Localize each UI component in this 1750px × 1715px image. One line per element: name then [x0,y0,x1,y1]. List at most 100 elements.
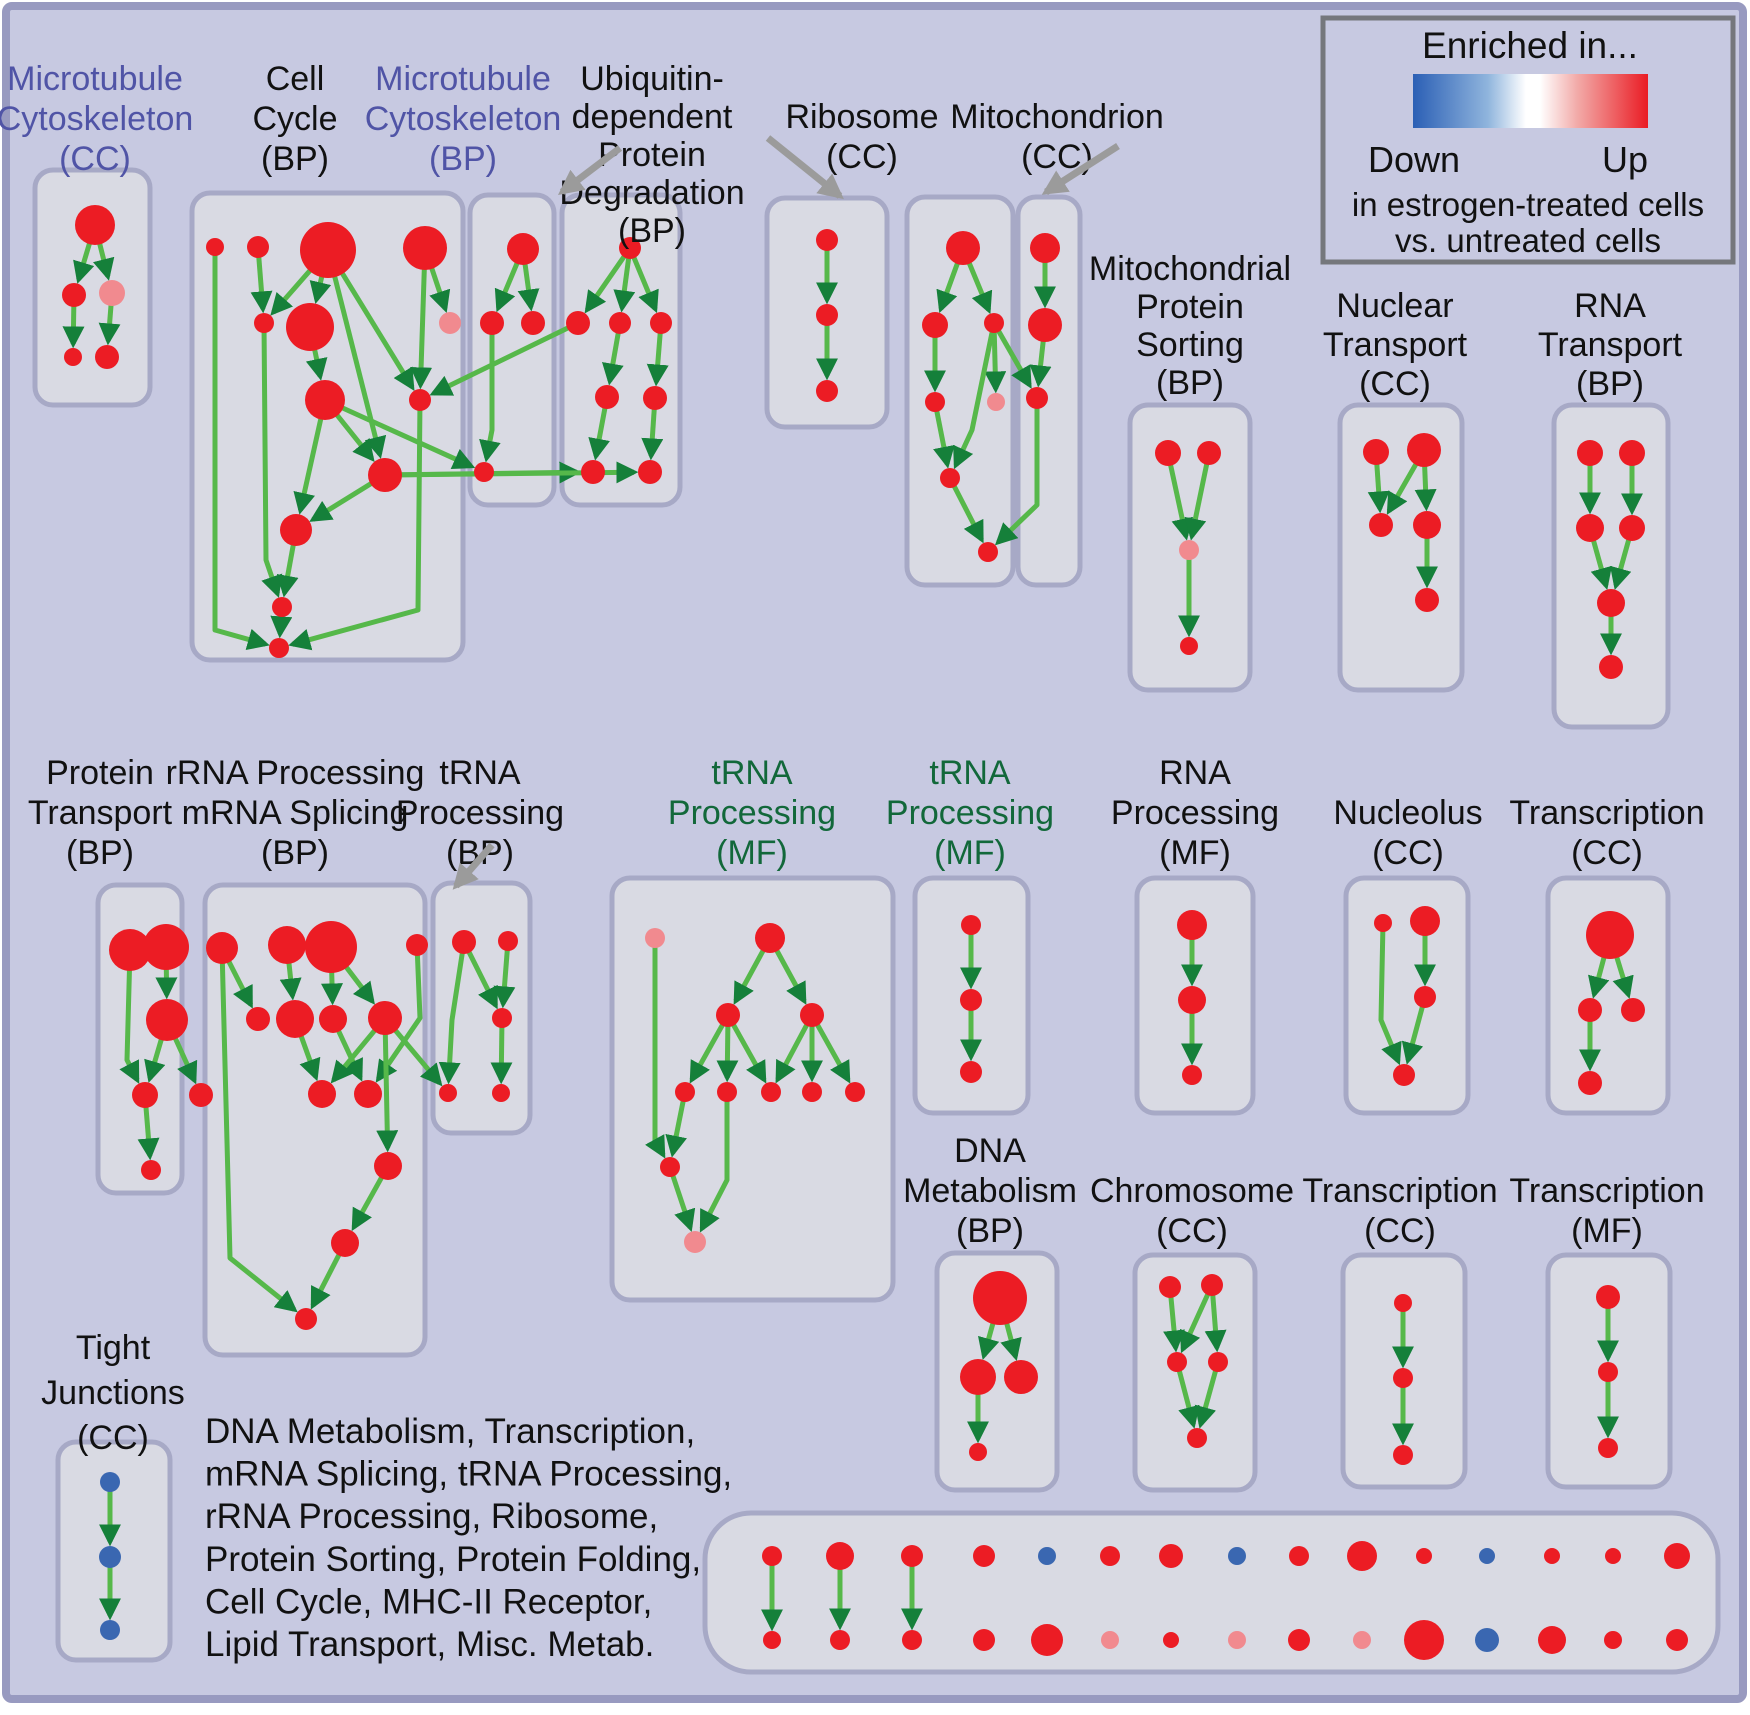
node-matrix-col15-bottom [1666,1629,1688,1651]
group-label-ubiquitin-line1: Ubiquitin- [580,60,724,98]
node-rrna-j12 [331,1229,359,1257]
node-prot_trans-i0 [109,929,151,971]
edge-trna_bp-k2-k4 [490,1017,513,1085]
node-ribosome-r5 [940,468,960,488]
shared-terms-text-line2: mRNA Splicing, tRNA Processing, [205,1455,732,1494]
pointer-arrow-trna-bp-to-box [452,842,495,890]
node-trna_bp-k0 [452,930,476,954]
node-ribosome-r6 [978,542,998,562]
node-ubiq1-d6 [581,460,605,484]
edge-cell_cycle-b3-b8 [410,247,433,390]
node-ubiq1-d0 [619,237,641,259]
group-label-protein-transport-line3: (BP) [66,834,134,872]
node-matrix-col4-bottom [973,1629,995,1651]
group-label-mito-sorting-line3: Sorting [1136,326,1244,364]
node-chromosome-ch3 [1208,1352,1228,1372]
group-label-mito-sorting-line2: Protein [1136,288,1244,326]
cross-edge-ubiq1.d1-cell_cycle.b8 [429,320,580,396]
cross-edge-cell_cycle.b7-mt_bp.c3 [323,397,476,469]
node-cell_cycle-b4 [254,313,274,333]
node-rna_proc-n0 [1177,910,1207,940]
node-trna_mf2-ma [961,915,981,935]
group-box-nucleolus [1343,875,1471,1116]
node-trans_cc_bot-s0 [1394,1294,1412,1312]
group-label-mt-bp-line1: Microtubule [375,60,551,98]
node-matrix-col10-bottom [1353,1631,1371,1649]
edge-trna_mf1-l2-l6 [725,1013,767,1084]
node-mito-m2 [1026,387,1048,409]
group-label-nuclear-transport-line3: (CC) [1359,365,1431,403]
node-rrna-j5 [276,1000,314,1038]
node-ubiq1-d4 [595,385,619,409]
node-matrix-col10-top [1347,1541,1377,1571]
node-tight_junc-u2 [100,1620,120,1640]
node-matrix-col8-bottom [1228,1631,1246,1649]
group-label-tight-junctions-line3: (CC) [77,1419,149,1457]
node-nucleolus-o3 [1393,1064,1415,1086]
node-mito-m1 [1028,308,1062,342]
legend: Enriched in... Down Up in estrogen-treat… [1320,15,1736,265]
node-matrix-col9-bottom [1288,1629,1310,1651]
node-trans_cc_mid-p0 [1586,911,1634,959]
node-cell_cycle-b6 [439,312,461,334]
edge-trna_mf1-l0-l9 [645,938,666,1159]
group-box-ubiq1 [559,192,683,508]
legend-subtitle-1: in estrogen-treated cells [1352,186,1704,223]
node-matrix-col3-top [901,1545,923,1567]
node-matrix-col5-bottom [1031,1624,1063,1656]
node-cell_cycle-b0 [206,238,224,256]
group-box-trna_mf1 [609,875,896,1303]
node-matrix-col12-top [1479,1548,1495,1564]
node-matrix-col8-top [1228,1547,1246,1565]
node-cell_cycle-b7 [305,380,345,420]
group-box-chromosome [1132,1252,1258,1493]
node-trna_mf1-l3 [800,1003,824,1027]
group-label-dna-metabolism-line3: (BP) [956,1212,1024,1250]
node-mito-m0 [1030,233,1060,263]
group-label-mt-bp-line2: Cytoskeleton [365,100,562,138]
group-label-rna-proc-mf-line2: Processing [1111,794,1279,832]
node-rna_trans-h1 [1619,440,1645,466]
node-rrna-j4 [246,1007,270,1031]
edge-cell_cycle-b0-b12 [212,247,270,651]
node-mt_cc-a4 [95,345,119,369]
node-matrix-col13-top [1544,1548,1560,1564]
node-trna_mf1-l1 [755,923,785,953]
node-tight_junc-u0 [100,1472,120,1492]
node-matrix-col11-top [1416,1548,1432,1564]
group-label-mito-sorting-line1: Mitochondrial [1089,250,1291,288]
node-nuc_trans-g3 [1413,511,1441,539]
node-trans_cc_bot-s2 [1393,1445,1413,1465]
node-matrix-col4-top [973,1545,995,1567]
edge-ribosome-r3-r5 [932,401,955,469]
group-label-transcription-cc-mid-line1: Transcription [1509,794,1704,832]
node-trans_mf-t2 [1598,1438,1618,1458]
group-box-mito [1015,194,1083,588]
legend-gradient-bar [1413,74,1648,128]
group-label-trna-bp-line2: Processing [396,794,564,832]
node-trans_cc_mid-p1 [1578,998,1602,1022]
pointer-arrow-ubiquitin-to-left-box [557,145,623,196]
group-label-nucleolus-line1: Nucleolus [1333,794,1482,832]
node-matrix-col2-bottom [830,1630,850,1650]
shared-terms-text-line6: Lipid Transport, Misc. Metab. [205,1625,654,1664]
group-label-nuclear-transport-line2: Transport [1323,326,1468,364]
node-mito_sort-f2 [1179,540,1199,560]
node-rrna-j13 [295,1308,317,1330]
group-label-transcription-cc-bot-line1: Transcription [1302,1172,1497,1210]
node-mt_bp-c0 [507,233,539,265]
node-rrna-j9 [354,1080,382,1108]
node-dna_met-q1 [960,1359,996,1395]
node-rna_proc-n1 [1178,986,1206,1014]
group-label-rrna-processing-line1: rRNA Processing [166,754,425,792]
node-trna_mf2-mc [960,1061,982,1083]
group-label-cell-cycle-line2: Cycle [252,100,337,138]
group-label-trna-mf-2-line3: (MF) [934,834,1006,872]
node-mt_cc-a1 [62,283,86,307]
node-trna_bp-k4 [492,1084,510,1102]
node-ubiq1-d1 [566,311,590,335]
group-label-mitochondrion-line1: Mitochondrion [950,98,1164,136]
node-matrix-col6-bottom [1101,1631,1119,1649]
edge-cell_cycle-b8-b12 [288,399,423,651]
node-cell_cycle-b9 [368,458,402,492]
